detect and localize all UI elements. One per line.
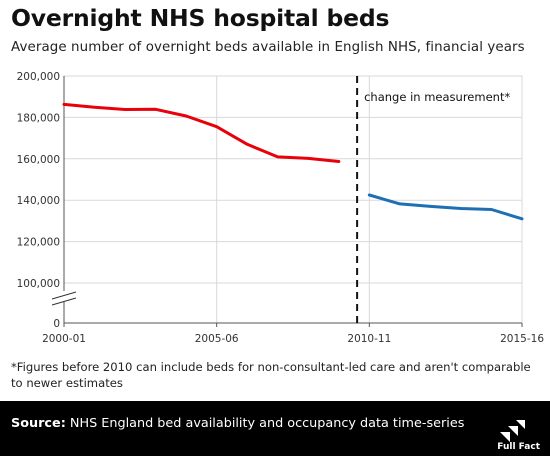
x-tick-label: 2010-11 [347,333,391,345]
plot-area [63,75,523,324]
y-tick-label: 160,000 [17,154,60,166]
y-tick-label: 140,000 [17,195,60,207]
x-tick-label: 2005-06 [195,333,239,345]
axis-break-gap [50,291,78,302]
axis-break-mark [51,291,77,300]
y-tick-label: 0 [53,318,60,330]
chart-title: Overnight NHS hospital beds [11,4,390,32]
y-tick-label: 200,000 [17,71,60,83]
series-line [62,102,341,163]
y-tick-label: 100,000 [17,278,60,290]
full-fact-logo-icon [500,420,525,442]
line-chart: 0 100,000 120,000 140,000 160,000 180,000 200,… [17,71,545,345]
y-tick-label: 120,000 [17,237,60,249]
source-text: NHS England bed availability and occupan… [69,416,465,431]
source-label: Source: [11,416,66,431]
annotation-label: change in measurement* [364,90,510,104]
chart-subtitle: Average number of overnight beds availab… [11,40,525,55]
source-bar: Source: NHS England bed availability and… [0,401,550,456]
source-line: Source: NHS England bed availability and… [11,416,464,431]
logo-text: Full Fact [497,442,540,452]
series-line [367,193,524,221]
footnote: *Figures before 2010 can include beds fo… [11,360,531,390]
x-tick-label: 2015-16 [500,333,544,345]
axis-break-mark [51,297,77,306]
x-tick-label: 2000-01 [42,333,86,345]
y-tick-label: 180,000 [17,112,60,124]
